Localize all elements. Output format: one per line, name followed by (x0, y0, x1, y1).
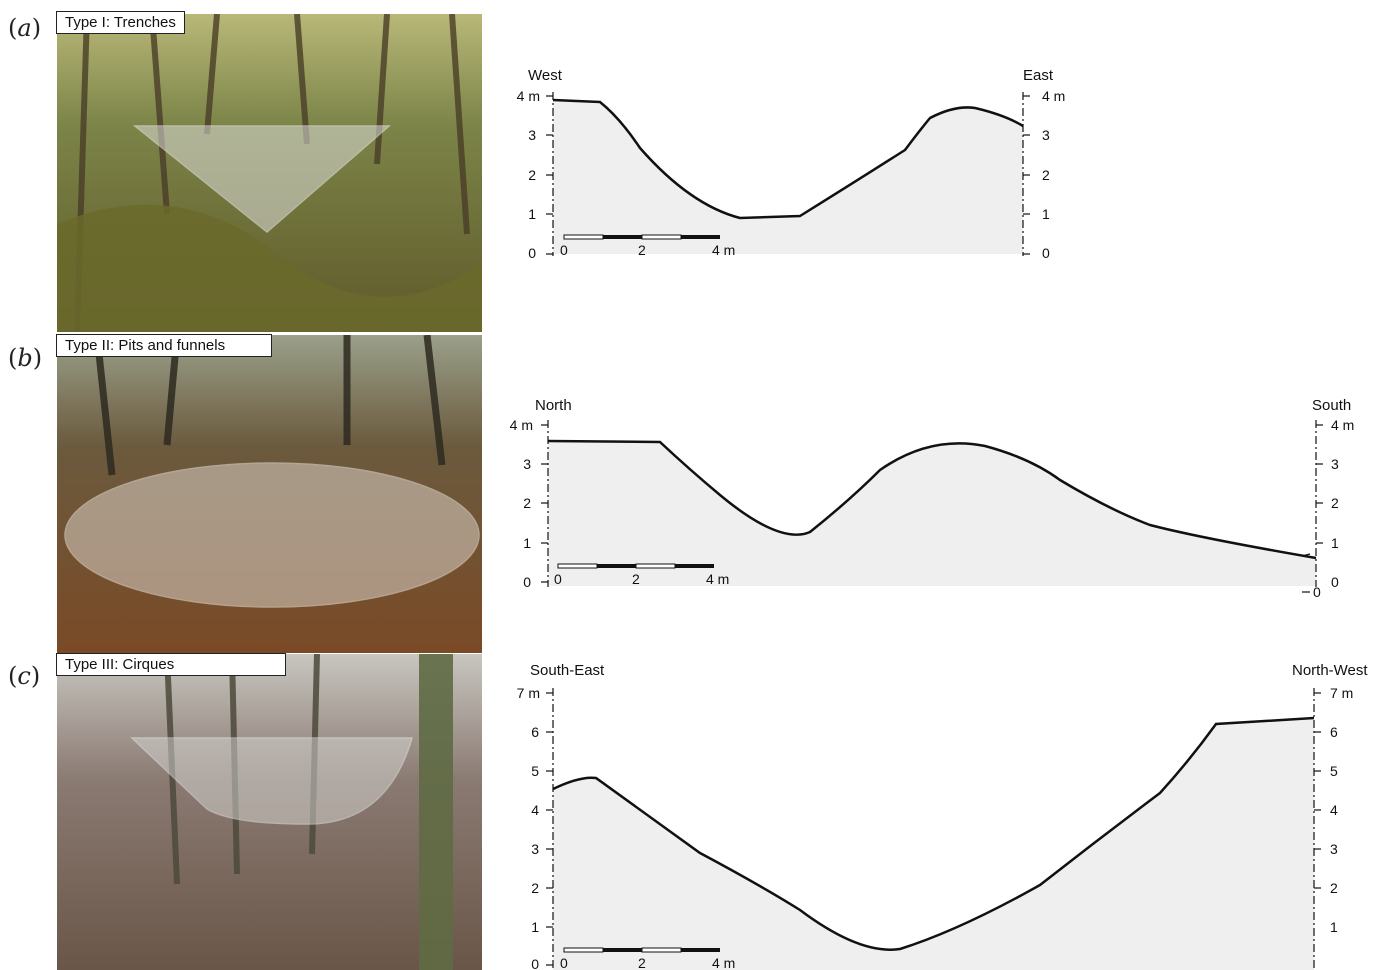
tick-a-right-1: 3 (1042, 127, 1050, 143)
tick-a-left-3: 1 (528, 206, 536, 222)
scale-bar-c: 0 2 4 m (560, 947, 735, 970)
tick-c-left-0: 7 m (517, 685, 540, 701)
type-label-trenches: Type I: Trenches (56, 11, 185, 34)
panel-label-c: (c) (8, 662, 41, 690)
tick-c-right-3: 4 (1330, 802, 1338, 818)
tick-c-left-6: 1 (531, 919, 539, 935)
tick-a-right-0: 4 m (1042, 88, 1065, 104)
tick-c-left-2: 5 (531, 763, 539, 779)
tick-b-left-1: 3 (523, 456, 531, 472)
scale-b-0: 0 (554, 571, 562, 587)
scale-a-2: 2 (638, 242, 646, 258)
type-label-cirques: Type III: Cirques (56, 653, 286, 676)
profile-b: North South 4 m 3 2 1 0 4 m 3 2 1 0 0 0 … (510, 397, 1355, 600)
direction-north: North (535, 397, 572, 414)
direction-north-west: North-West (1292, 662, 1368, 679)
scale-bar-b: 0 2 4 m (554, 563, 729, 587)
tick-b-right-0: 4 m (1331, 417, 1354, 433)
tick-c-right-4: 3 (1330, 841, 1338, 857)
pit-photo (57, 335, 482, 653)
tick-c-left-7: 0 (531, 956, 539, 970)
tick-a-left-0: 4 m (517, 88, 540, 104)
direction-east: East (1023, 67, 1054, 84)
profile-b-area (548, 441, 1316, 586)
tick-b-left-0: 4 m (510, 417, 533, 433)
cirque-photo (57, 654, 482, 970)
tick-c-right-5: 2 (1330, 880, 1338, 896)
scale-a-4: 4 m (712, 242, 735, 258)
tick-c-left-1: 6 (531, 724, 539, 740)
tick-b-left-3: 1 (523, 535, 531, 551)
tick-a-left-4: 0 (528, 245, 536, 261)
profile-a-line (552, 98, 1024, 220)
scale-b-2: 2 (632, 571, 640, 587)
tick-b-right-1: 3 (1331, 456, 1339, 472)
tick-b-left-4: 0 (523, 574, 531, 590)
scale-b-4: 4 m (706, 571, 729, 587)
scale-a-0: 0 (560, 242, 568, 258)
tick-a-right-2: 2 (1042, 167, 1050, 183)
tick-c-left-5: 2 (531, 880, 539, 896)
profile-c-area (553, 718, 1314, 970)
scale-c-2: 2 (638, 955, 646, 970)
profile-b-line (547, 439, 1317, 560)
tick-a-right-3: 1 (1042, 206, 1050, 222)
direction-south: South (1312, 397, 1351, 414)
tick-c-right-0: 7 m (1330, 685, 1353, 701)
tick-b-left-2: 2 (523, 495, 531, 511)
tick-a-left-2: 2 (528, 167, 536, 183)
tick-b-right-3: 1 (1331, 535, 1339, 551)
tick-b-right-4: 0 (1331, 574, 1339, 590)
direction-west: West (528, 67, 563, 84)
trench-photo (57, 14, 482, 332)
profile-a-area (553, 100, 1023, 254)
scale-c-0: 0 (560, 955, 568, 970)
direction-south-east: South-East (530, 662, 605, 679)
panel-label-a: (a) (8, 14, 42, 42)
tick-a-right-4: 0 (1042, 245, 1050, 261)
tick-b-right-extra: 0 (1313, 584, 1321, 600)
tick-b-right-2: 2 (1331, 495, 1339, 511)
type-label-pits-funnels: Type II: Pits and funnels (56, 334, 272, 357)
scale-bar-a: 0 2 4 m (560, 234, 735, 258)
profile-a: West East 4 m 3 2 1 0 4 m 3 2 1 0 0 2 4 … (517, 67, 1066, 261)
tick-a-left-1: 3 (528, 127, 536, 143)
tick-c-right-2: 5 (1330, 763, 1338, 779)
tick-c-left-4: 3 (531, 841, 539, 857)
profile-c: South-East North-West 7 m 6 5 4 3 2 1 0 … (517, 662, 1368, 970)
tick-c-right-6: 1 (1330, 919, 1338, 935)
scale-c-4: 4 m (712, 955, 735, 970)
panel-label-b: (b) (8, 344, 43, 372)
tick-c-left-3: 4 (531, 802, 539, 818)
tick-c-right-1: 6 (1330, 724, 1338, 740)
profile-c-line (552, 716, 1315, 951)
